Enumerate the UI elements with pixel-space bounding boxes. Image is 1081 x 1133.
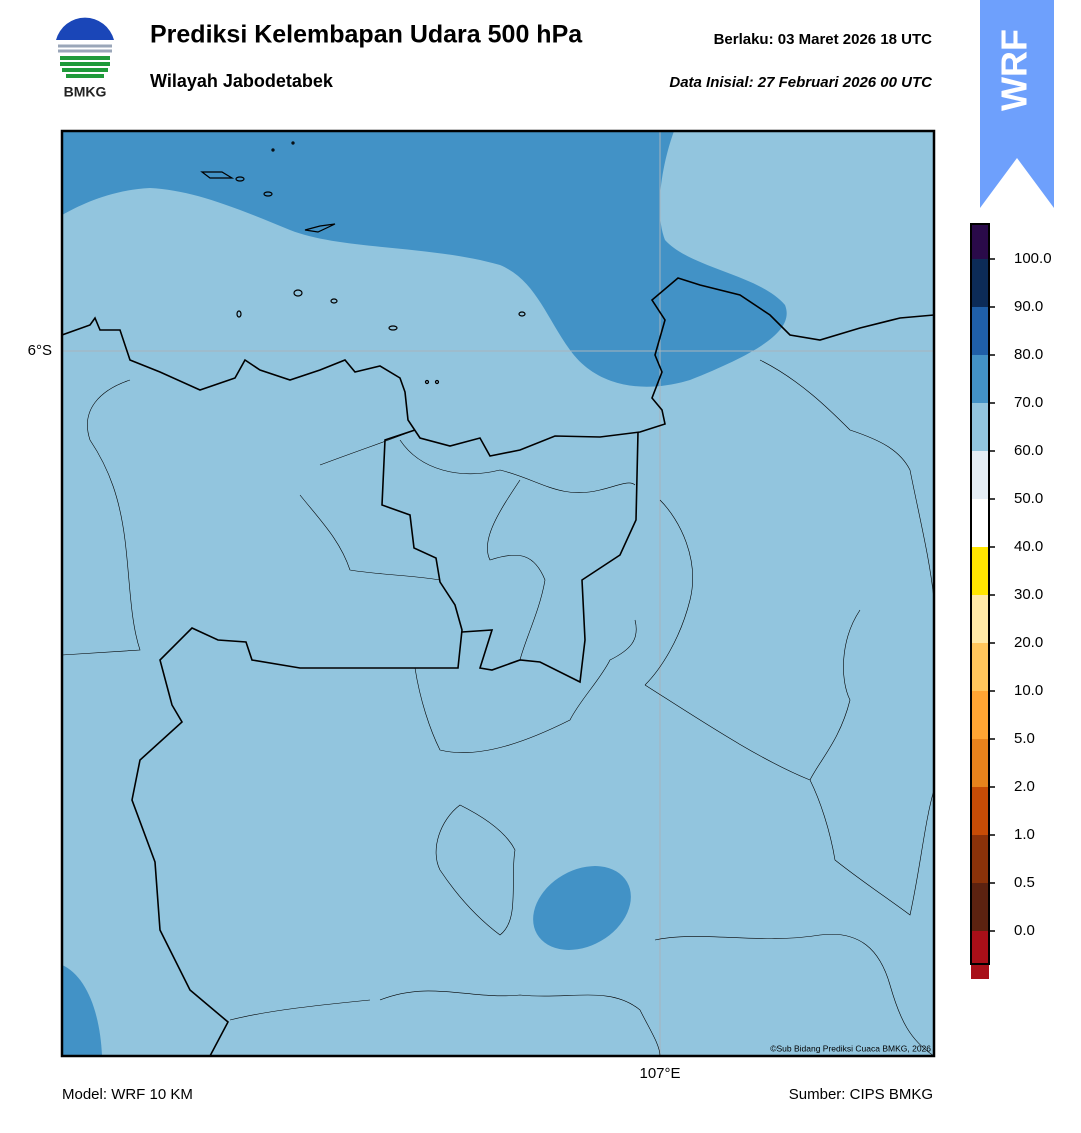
colorbar-label: 20.0 xyxy=(1014,634,1043,651)
colorbar-swatch xyxy=(971,691,989,739)
colorbar-label: 60.0 xyxy=(1014,442,1043,459)
map-credit: ©Sub Bidang Prediksi Cuaca BMKG, 2026 xyxy=(770,1043,931,1053)
colorbar-label: 50.0 xyxy=(1014,490,1043,507)
colorbar-swatch xyxy=(971,259,989,307)
colorbar-swatch xyxy=(971,499,989,547)
lon-label: 107°E xyxy=(639,1065,680,1082)
colorbar-swatch xyxy=(971,643,989,691)
colorbar-label: 1.0 xyxy=(1014,826,1035,843)
colorbar-swatch xyxy=(971,931,989,979)
colorbar-swatch xyxy=(971,547,989,595)
lat-label: 6°S xyxy=(28,342,52,359)
colorbar-swatch xyxy=(971,787,989,835)
subtitle: Wilayah Jabodetabek xyxy=(150,71,334,91)
colorbar-swatch xyxy=(971,835,989,883)
valid-time: Berlaku: 03 Maret 2026 18 UTC xyxy=(714,31,933,48)
title: Prediksi Kelembapan Udara 500 hPa xyxy=(150,21,583,49)
colorbar-swatch xyxy=(971,595,989,643)
map-frame xyxy=(60,129,936,1058)
colorbar-label: 80.0 xyxy=(1014,346,1043,363)
footer-model: Model: WRF 10 KM xyxy=(62,1086,193,1103)
colorbar-label: 5.0 xyxy=(1014,730,1035,747)
colorbar-swatch xyxy=(971,224,989,259)
colorbar-frame xyxy=(970,223,990,965)
colorbar-label: 10.0 xyxy=(1014,682,1043,699)
logo-text: BMKG xyxy=(64,84,107,100)
colorbar-swatch xyxy=(971,739,989,787)
colorbar-label: 90.0 xyxy=(1014,298,1043,315)
footer-source: Sumber: CIPS BMKG xyxy=(789,1086,933,1103)
colorbar-label: 70.0 xyxy=(1014,394,1043,411)
wrf-badge: WRF xyxy=(980,0,1054,208)
badge-text: WRF xyxy=(994,29,1035,111)
colorbar-label: 100.0 xyxy=(1014,250,1052,267)
colorbar-label: 2.0 xyxy=(1014,778,1035,795)
bmkg-logo: BMKG xyxy=(56,17,114,100)
colorbar-label: 0.0 xyxy=(1014,922,1035,939)
colorbar-swatch xyxy=(971,403,989,451)
colorbar-swatch xyxy=(971,451,989,499)
colorbar-swatch xyxy=(971,355,989,403)
colorbar: 100.0 90.0 80.0 70.0 60.0 50.0 40.0 30.0 20.0 10.… xyxy=(970,223,1052,979)
colorbar-swatch xyxy=(971,883,989,931)
colorbar-label: 0.5 xyxy=(1014,874,1035,891)
colorbar-label: 30.0 xyxy=(1014,586,1043,603)
map: ©Sub Bidang Prediksi Cuaca BMKG, 2026 xyxy=(62,131,934,1056)
colorbar-label: 40.0 xyxy=(1014,538,1043,555)
initial-time: Data Inisial: 27 Februari 2026 00 UTC xyxy=(669,74,933,91)
colorbar-swatch xyxy=(971,307,989,355)
